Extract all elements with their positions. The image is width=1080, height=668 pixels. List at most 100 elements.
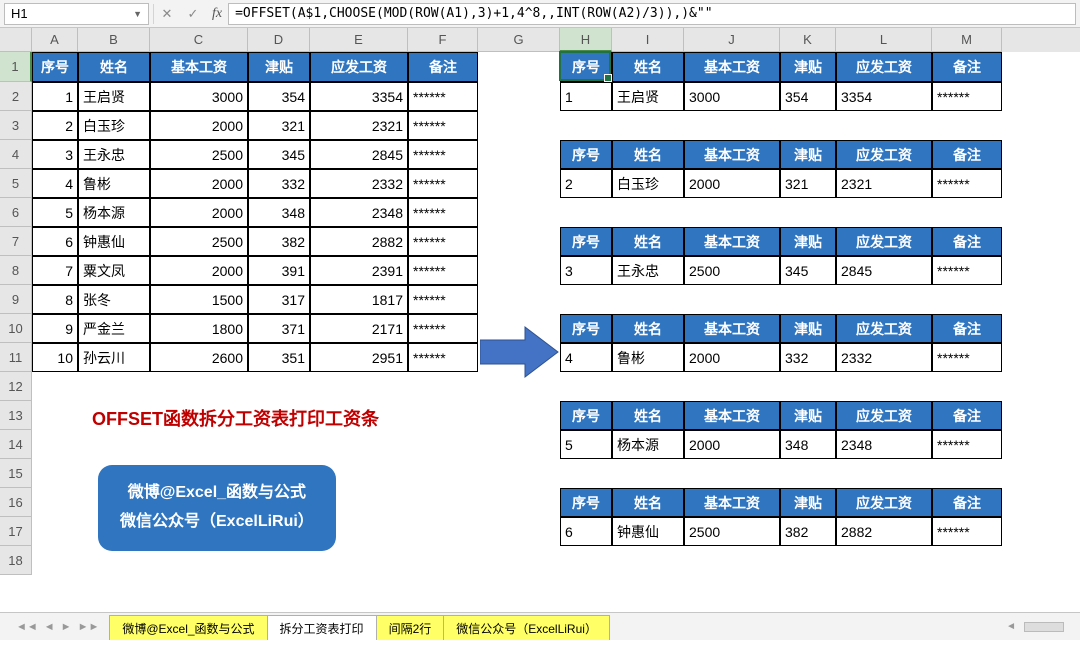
cell-K17[interactable]: 382 [780,517,836,546]
cell-E10[interactable]: 2171 [310,314,408,343]
cell-A7[interactable]: 6 [32,227,78,256]
sheet-tab-3[interactable]: 微信公众号（ExcelLiRui） [443,615,610,641]
cell-H11[interactable]: 4 [560,343,612,372]
cell-C5[interactable]: 2000 [150,169,248,198]
cell-F3[interactable]: ****** [408,111,478,140]
cell-L4[interactable]: 应发工资 [836,140,932,169]
cell-H7[interactable]: 序号 [560,227,612,256]
cell-I10[interactable]: 姓名 [612,314,684,343]
cell-L10[interactable]: 应发工资 [836,314,932,343]
cell-A9[interactable]: 8 [32,285,78,314]
cell-A2[interactable]: 1 [32,82,78,111]
cell-M13[interactable]: 备注 [932,401,1002,430]
cell-H16[interactable]: 序号 [560,488,612,517]
cell-D2[interactable]: 354 [248,82,310,111]
cell-L2[interactable]: 3354 [836,82,932,111]
cell-D9[interactable]: 317 [248,285,310,314]
cell-B5[interactable]: 鲁彬 [78,169,150,198]
cell-D4[interactable]: 345 [248,140,310,169]
cell-C4[interactable]: 2500 [150,140,248,169]
cell-D8[interactable]: 391 [248,256,310,285]
cell-I2[interactable]: 王启贤 [612,82,684,111]
cell-C8[interactable]: 2000 [150,256,248,285]
row-header-14[interactable]: 14 [0,430,32,459]
cell-H17[interactable]: 6 [560,517,612,546]
cell-A4[interactable]: 3 [32,140,78,169]
cell-F1[interactable]: 备注 [408,52,478,82]
cell-K14[interactable]: 348 [780,430,836,459]
cell-D11[interactable]: 351 [248,343,310,372]
cell-J16[interactable]: 基本工资 [684,488,780,517]
cell-H2[interactable]: 1 [560,82,612,111]
column-header-L[interactable]: L [836,28,932,52]
cell-D3[interactable]: 321 [248,111,310,140]
cell-B1[interactable]: 姓名 [78,52,150,82]
sheet-tab-0[interactable]: 微博@Excel_函数与公式 [109,615,267,641]
cell-B4[interactable]: 王永忠 [78,140,150,169]
cell-E11[interactable]: 2951 [310,343,408,372]
formula-input[interactable]: =OFFSET(A$1,CHOOSE(MOD(ROW(A1),3)+1,4^8,… [228,3,1076,25]
cell-A5[interactable]: 4 [32,169,78,198]
cell-I1[interactable]: 姓名 [612,52,684,82]
cell-E7[interactable]: 2882 [310,227,408,256]
cell-C10[interactable]: 1800 [150,314,248,343]
cell-D5[interactable]: 332 [248,169,310,198]
cell-A3[interactable]: 2 [32,111,78,140]
cell-C7[interactable]: 2500 [150,227,248,256]
column-header-G[interactable]: G [478,28,560,52]
column-header-E[interactable]: E [310,28,408,52]
cell-J17[interactable]: 2500 [684,517,780,546]
name-box[interactable]: H1 ▼ [4,3,149,25]
cell-M14[interactable]: ****** [932,430,1002,459]
cell-C1[interactable]: 基本工资 [150,52,248,82]
cell-M5[interactable]: ****** [932,169,1002,198]
cell-J8[interactable]: 2500 [684,256,780,285]
cell-E4[interactable]: 2845 [310,140,408,169]
cell-K11[interactable]: 332 [780,343,836,372]
chevron-down-icon[interactable]: ▼ [133,9,142,19]
cell-F10[interactable]: ****** [408,314,478,343]
column-header-H[interactable]: H [560,28,612,52]
cell-D1[interactable]: 津贴 [248,52,310,82]
cell-C6[interactable]: 2000 [150,198,248,227]
cell-M10[interactable]: 备注 [932,314,1002,343]
column-header-I[interactable]: I [612,28,684,52]
cell-D7[interactable]: 382 [248,227,310,256]
cell-F6[interactable]: ****** [408,198,478,227]
row-header-11[interactable]: 11 [0,343,32,372]
cell-D10[interactable]: 371 [248,314,310,343]
row-header-13[interactable]: 13 [0,401,32,430]
cell-L16[interactable]: 应发工资 [836,488,932,517]
nav-prev-icon[interactable]: ◄ [42,621,57,633]
cell-C11[interactable]: 2600 [150,343,248,372]
cell-H8[interactable]: 3 [560,256,612,285]
cell-H4[interactable]: 序号 [560,140,612,169]
cell-F11[interactable]: ****** [408,343,478,372]
cell-L11[interactable]: 2332 [836,343,932,372]
cell-K16[interactable]: 津贴 [780,488,836,517]
cell-K10[interactable]: 津贴 [780,314,836,343]
cell-C9[interactable]: 1500 [150,285,248,314]
row-header-16[interactable]: 16 [0,488,32,517]
cell-L13[interactable]: 应发工资 [836,401,932,430]
cell-E3[interactable]: 2321 [310,111,408,140]
cell-M16[interactable]: 备注 [932,488,1002,517]
cell-B10[interactable]: 严金兰 [78,314,150,343]
cell-J1[interactable]: 基本工资 [684,52,780,82]
cell-K2[interactable]: 354 [780,82,836,111]
cell-A10[interactable]: 9 [32,314,78,343]
tab-nav-buttons[interactable]: ◄◄ ◄ ► ►► [6,621,109,633]
cell-D6[interactable]: 348 [248,198,310,227]
cell-A1[interactable]: 序号 [32,52,78,82]
cell-J2[interactable]: 3000 [684,82,780,111]
sheet-tab-2[interactable]: 间隔2行 [376,615,445,641]
cell-H10[interactable]: 序号 [560,314,612,343]
cell-H14[interactable]: 5 [560,430,612,459]
row-header-15[interactable]: 15 [0,459,32,488]
select-all-corner[interactable] [0,28,32,52]
fx-icon[interactable]: fx [206,6,228,22]
cell-F9[interactable]: ****** [408,285,478,314]
row-header-3[interactable]: 3 [0,111,32,140]
cell-L1[interactable]: 应发工资 [836,52,932,82]
cell-C3[interactable]: 2000 [150,111,248,140]
